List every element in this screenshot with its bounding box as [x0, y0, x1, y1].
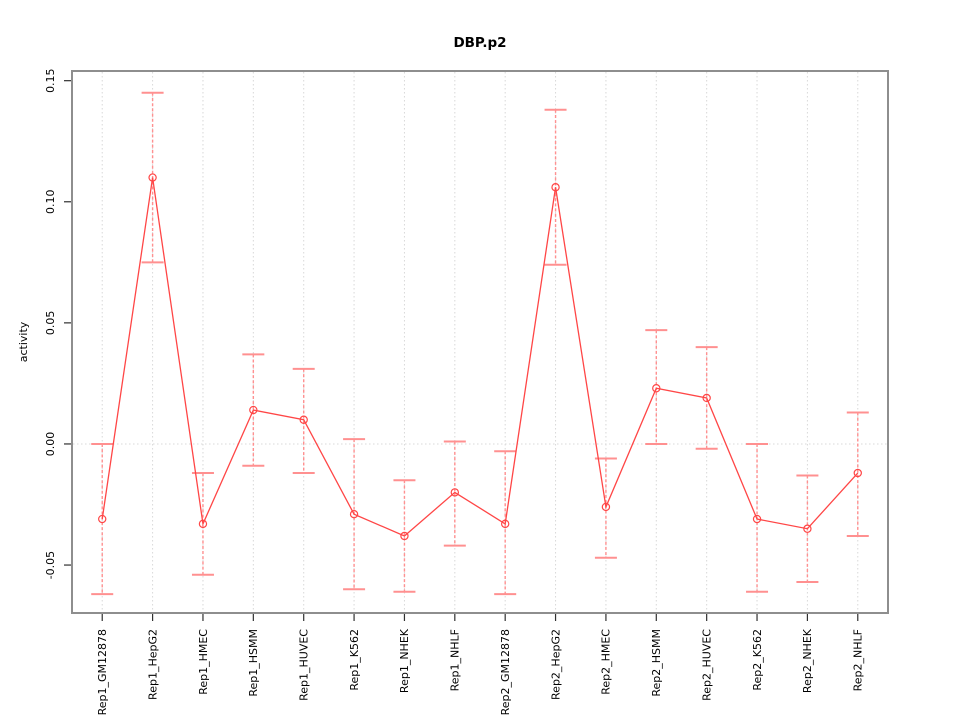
x-tick-label: Rep1_NHEK [398, 628, 411, 693]
series-line [101, 177, 859, 537]
data-point [853, 468, 862, 478]
data-point [198, 519, 208, 529]
x-tick-label: Rep2_GM12878 [499, 629, 512, 715]
y-axis-title: activity [17, 321, 30, 362]
x-tick-label: Rep2_HepG2 [549, 629, 562, 700]
x-tick-label: Rep1_HUVEC [298, 629, 311, 701]
x-tick-label: Rep1_HepG2 [146, 629, 159, 700]
data-point [752, 514, 762, 524]
data-point [652, 384, 661, 393]
x-tick-label: Rep2_NHLF [852, 629, 865, 691]
x-tick-label: Rep2_K562 [751, 629, 764, 691]
y-tick-label: -0.05 [44, 551, 57, 579]
data-point [702, 393, 711, 403]
x-tick-label: Rep2_HUVEC [700, 629, 713, 701]
y-tick-label: 0.15 [44, 68, 57, 93]
data-point [803, 524, 812, 533]
y-tick-label: 0.05 [44, 311, 57, 336]
x-tick-label: Rep2_NHEK [801, 628, 814, 693]
data-point [601, 502, 611, 512]
x-tick-label: Rep1_HSMM [247, 629, 260, 697]
x-tick-label: Rep1_HMEC [197, 629, 210, 695]
x-tick-label: Rep1_GM12878 [96, 629, 109, 715]
plot-area: Rep1_GM12878 Rep1_HepG2 Rep1_HMEC Rep1_HSMM… [44, 68, 889, 715]
data-point [551, 183, 560, 192]
data-point [299, 415, 308, 424]
data-point [400, 531, 409, 541]
data-point [148, 173, 157, 182]
x-tick-label: Rep2_HMEC [600, 629, 613, 695]
x-tick-label: Rep1_K562 [348, 629, 361, 691]
x-tick-label: Rep1_NHLF [449, 629, 462, 691]
y-tick-label: 0.10 [44, 190, 57, 215]
plot-frame [71, 70, 889, 614]
x-tick-label: Rep2_HSMM [650, 629, 663, 697]
chart-title: DBP.p2 [453, 35, 506, 51]
data-point [500, 519, 510, 529]
data-point [98, 514, 107, 524]
data-point [249, 405, 258, 415]
y-tick-label: 0.00 [44, 432, 57, 457]
data-point [450, 488, 460, 497]
data-point [349, 509, 359, 519]
